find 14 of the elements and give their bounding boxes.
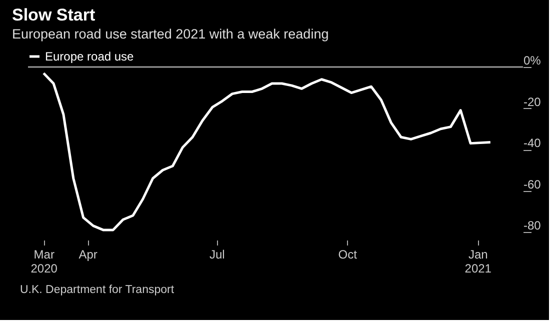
x-tick-label: Jan 2021 [464,248,492,276]
y-tick-label: 0% [524,54,542,68]
y-tick-label: -40 [524,136,542,150]
x-tick-label: Mar 2020 [30,248,58,276]
chart-title: Slow Start [12,6,96,24]
legend-label: Europe road use [45,50,134,64]
x-tick-label: Apr [78,248,98,262]
x-tick-label: Jul [209,248,225,262]
y-tick-label: -60 [524,177,542,192]
text: U.K. Department for Transport [20,284,175,296]
chart-subtitle: European road use started 2021 with a weak reading [12,26,329,42]
y-tick-label: -80 [524,218,542,232]
y-tick-label: -20 [524,94,542,109]
x-tick-label: Oct [338,248,358,262]
